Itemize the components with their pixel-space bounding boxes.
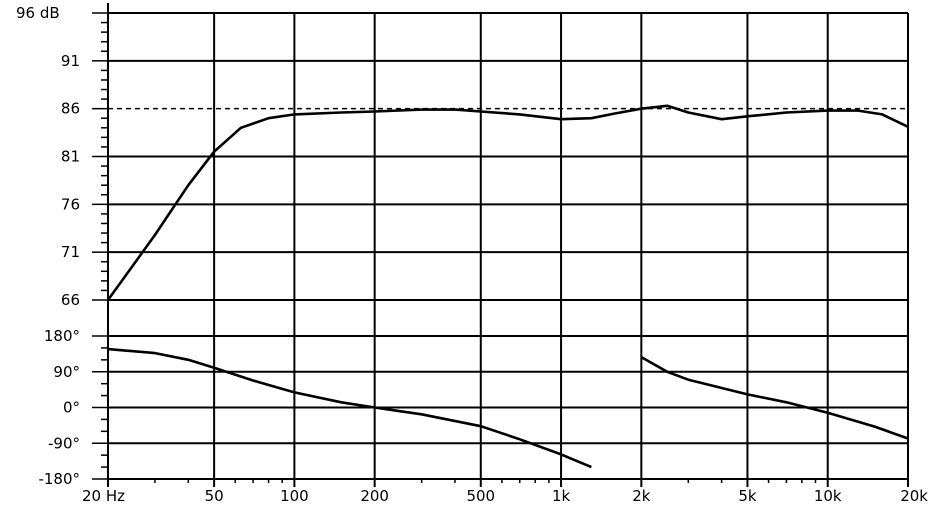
series — [106, 104, 909, 469]
mag-tick-label-0: 66 — [61, 291, 80, 309]
phase-tick-label-1: -90° — [48, 434, 80, 452]
phase-tick-label-3: 90° — [53, 363, 80, 381]
x-tick-label-4: 500 — [466, 487, 495, 505]
mag-tick-label-3: 81 — [61, 148, 80, 166]
magnitude-curve — [106, 104, 909, 301]
x-tick-label-5: 1k — [552, 487, 571, 505]
phase-tick-label-4: 180° — [44, 327, 80, 345]
mag-tick-label-6: 96 dB — [16, 4, 60, 22]
x-tick-label-0: 20 Hz — [82, 487, 125, 505]
grid — [107, 12, 909, 480]
phase-tick-label-0: -180° — [38, 470, 80, 488]
mag-tick-label-5: 91 — [61, 52, 80, 70]
x-tick-label-1: 50 — [205, 487, 224, 505]
phase-tick-label-2: 0° — [63, 399, 80, 417]
tick-labels: 66 71 76 81 86 91 96 dB -180° -90° 0° 90° 180° 20 Hz… — [16, 4, 928, 505]
x-tick-label-6: 2k — [632, 487, 651, 505]
mag-tick-label-4: 86 — [61, 100, 80, 118]
x-tick-label-3: 200 — [360, 487, 389, 505]
phase-curve-segment-1 — [107, 347, 592, 469]
x-tick-label-7: 5k — [738, 487, 757, 505]
phase-curve-segment-2 — [640, 355, 909, 440]
x-tick-label-9: 20k — [900, 487, 928, 505]
axes — [92, 3, 909, 487]
x-tick-label-2: 100 — [280, 487, 309, 505]
mag-tick-label-2: 76 — [61, 195, 80, 213]
mag-tick-label-1: 71 — [61, 243, 80, 261]
x-tick-label-8: 10k — [814, 487, 842, 505]
